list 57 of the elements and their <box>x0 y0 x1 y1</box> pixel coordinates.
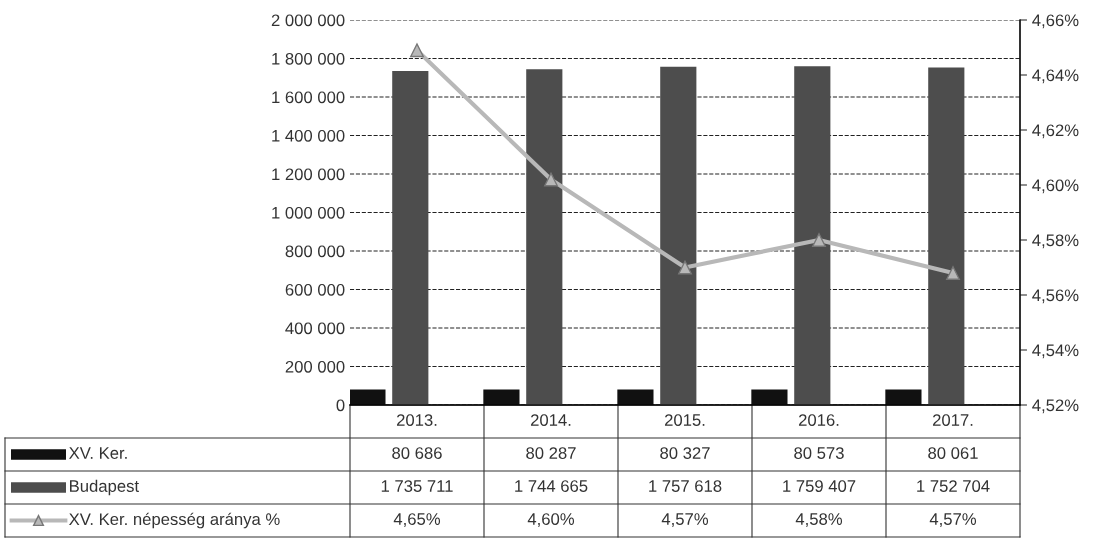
y2-tick-label: 4,64% <box>1032 69 1079 84</box>
x-tick-label: 2016. <box>798 414 839 426</box>
point <box>678 260 692 275</box>
data-label: 80 686 <box>392 447 442 459</box>
x-tick-label: 2017. <box>932 414 973 426</box>
data-label: 1 735 711 <box>381 480 453 492</box>
data-label: 80 327 <box>660 447 710 459</box>
y2-tick-label: 4,54% <box>1032 344 1079 359</box>
bar <box>928 67 965 405</box>
y-tick-label: 600 000 <box>285 283 345 296</box>
x-tick-label: 2014. <box>530 414 571 426</box>
y-tick-label: 800 000 <box>285 245 345 258</box>
data-label: 4,65% <box>393 513 441 527</box>
y2-tick-label: 4,58% <box>1032 234 1079 249</box>
y-tick-label: 200 000 <box>285 360 345 373</box>
data-label: 4,57% <box>661 513 709 527</box>
y-tick-label: 1 800 000 <box>272 52 345 65</box>
y2-tick-label: 4,52% <box>1032 399 1079 414</box>
legend-label: Budapest <box>70 479 139 496</box>
y-tick-label: 400 000 <box>285 322 345 335</box>
y2-tick-label: 4,62% <box>1032 124 1079 139</box>
data-label: 1 759 407 <box>783 480 856 492</box>
bar <box>350 389 386 405</box>
data-label: 1 752 704 <box>917 480 990 492</box>
bar <box>885 389 922 405</box>
x-tick-label: 2015. <box>664 414 705 426</box>
point <box>812 233 826 247</box>
x-tick-label: 2013. <box>396 414 437 426</box>
y-tick-label: 1 600 000 <box>272 91 345 104</box>
y2-tick-label: 4,66% <box>1032 14 1079 29</box>
data-label: 4,58% <box>795 513 843 527</box>
bar <box>483 389 520 405</box>
bar <box>660 66 697 405</box>
data-label: 1 744 665 <box>515 480 588 492</box>
bar <box>751 389 788 405</box>
bar <box>526 69 563 405</box>
y-tick-label: 2 000 000 <box>271 14 345 27</box>
y-tick-label: 1 400 000 <box>272 129 345 142</box>
point <box>946 266 960 280</box>
y-tick-label: 0 <box>336 399 345 412</box>
data-label: 80 287 <box>526 447 576 459</box>
bar <box>392 70 429 405</box>
legend-label: XV. Ker. <box>69 447 127 459</box>
data-label: 80 061 <box>928 447 978 459</box>
data-label: 80 573 <box>794 447 844 459</box>
point <box>410 43 424 58</box>
bar <box>617 389 654 405</box>
data-label: 4,60% <box>527 513 575 527</box>
y-tick-label: 1 000 000 <box>272 206 345 219</box>
data-label: 4,57% <box>929 513 977 527</box>
y-tick-label: 1 200 000 <box>272 168 345 181</box>
y2-tick-label: 4,60% <box>1032 179 1079 194</box>
point <box>544 172 558 187</box>
y2-tick-label: 4,56% <box>1032 289 1079 304</box>
data-label: 1 757 618 <box>649 480 722 492</box>
bar <box>794 66 831 405</box>
legend-label: XV. Ker. népesség aránya % <box>69 512 280 529</box>
